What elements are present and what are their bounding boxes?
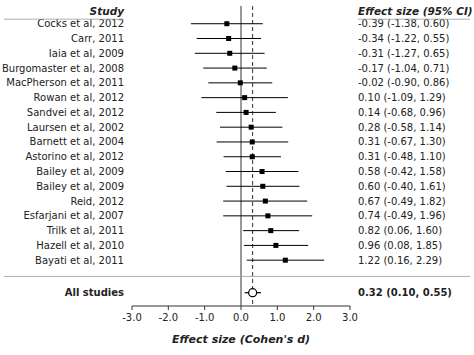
point-estimate [265,213,270,218]
effect-label: -0.02 (-0.90, 0.86) [358,77,449,88]
point-estimate [227,51,232,56]
tick-label: 3.0 [342,312,358,323]
header-underline [358,19,470,20]
tick-label: 2.0 [306,312,322,323]
effect-label: 0.74 (-0.49, 1.96) [358,210,446,221]
effect-label: 0.82 (0.06, 1.60) [358,225,442,236]
reference-line [241,6,242,306]
point-estimate [283,258,288,263]
effect-label: 0.58 (-0.42, 1.58) [358,166,446,177]
tick [313,306,314,310]
page: {"chart_data": { "type": "forest", "xlab… [0,0,474,355]
study-label: Bailey et al, 2009 [36,166,124,177]
point-estimate [250,139,255,144]
study-label: Iaia et al, 2009 [49,48,124,59]
effect-label: 0.60 (-0.40, 1.61) [358,181,446,192]
point-estimate [260,184,265,189]
row-labels: Cocks et al, 2012 -0.39 (-1.38, 0.60) Carr… [2,18,452,298]
point-estimate [260,169,265,174]
column-header: Effect size (95% CI) [358,5,473,17]
effect-label: 0.67 (-0.49, 1.82) [358,196,446,207]
point-estimate [273,243,278,248]
tick-label: -3.0 [122,312,142,323]
tick-label: 0.0 [233,312,249,323]
study-label: Trilk et al, 2011 [46,225,124,236]
effect-label: 0.31 (-0.48, 1.10) [358,151,446,162]
study-label: Bayati et al, 2011 [35,255,124,266]
study-label: Carr, 2011 [71,33,124,44]
study-label: Burgomaster et al, 2008 [2,63,124,74]
study-label: MacPherson et al, 2011 [6,77,124,88]
tick [350,306,351,310]
study-label: Esfarjani et al, 2007 [24,210,124,221]
point-estimate [263,199,268,204]
tick-label: 1.0 [269,312,285,323]
effect-label: -0.31 (-1.27, 0.65) [358,48,449,59]
study-label: Hazell et al, 2010 [36,240,124,251]
study-label: Astorino et al, 2012 [25,151,124,162]
point-estimate [249,125,254,130]
overall-label: All studies [65,287,124,298]
x-axis-label: Effect size (Cohen's d) [172,333,310,346]
point-estimate [224,21,229,26]
x-axis: -3.0 -2.0 -1.0 0.0 1.0 2.0 3.0 [122,306,358,323]
tick [204,306,205,310]
point-estimate [238,80,243,85]
tick-label: -2.0 [159,312,179,323]
effect-label: 0.28 (-0.58, 1.14) [358,122,446,133]
plot-area [191,6,324,306]
tick [241,306,242,310]
effect-label: 1.22 (0.16, 2.29) [358,255,442,266]
tick [132,306,133,310]
tick [168,306,169,310]
study-label: Cocks et al, 2012 [37,18,124,29]
study-label: Bailey et al, 2009 [36,181,124,192]
tick-label: -1.0 [195,312,215,323]
tick [277,306,278,310]
point-estimate [226,36,231,41]
separator [4,276,470,277]
point-estimate [268,228,273,233]
effect-label: -0.17 (-1.04, 0.71) [358,63,449,74]
point-estimate [232,66,237,71]
point-estimate [242,95,247,100]
effect-label: 0.14 (-0.68, 0.96) [358,107,446,118]
study-label: Rowan et al, 2012 [34,92,124,103]
point-estimate [250,154,255,159]
study-label: Sandvei et al, 2012 [27,107,124,118]
effect-label: -0.39 (-1.38, 0.60) [358,18,449,29]
chart: Cocks et al, 2012 -0.39 (-1.38, 0.60) Carr… [0,0,474,355]
column-header: Study [90,5,126,17]
point-estimate [249,289,257,297]
point-estimate [244,110,249,115]
effect-label: 0.31 (-0.67, 1.30) [358,136,446,147]
overall-effect-label: 0.32 (0.10, 0.55) [358,287,452,298]
study-label: Barnett et al, 2004 [30,136,124,147]
effect-label: 0.96 (0.08, 1.85) [358,240,442,251]
header-underline [4,19,124,20]
effect-label: 0.10 (-1.09, 1.29) [358,92,446,103]
study-label: Laursen et al, 2002 [27,122,124,133]
effect-label: -0.34 (-1.22, 0.55) [358,33,449,44]
study-label: Reid, 2012 [70,196,124,207]
